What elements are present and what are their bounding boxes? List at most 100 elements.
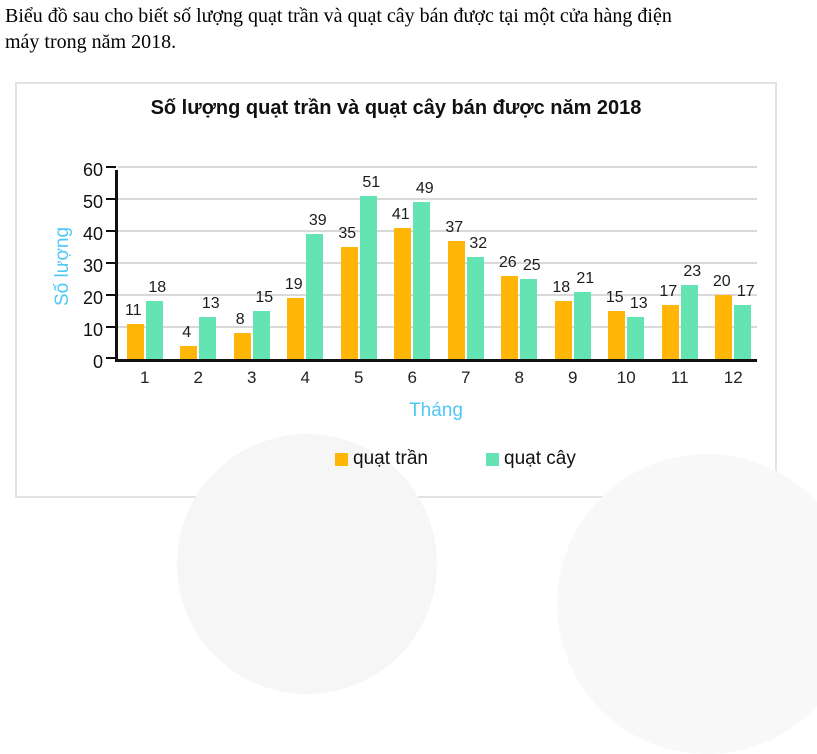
x-axis-tick-label: 8 [514,368,524,387]
x-axis-tick-label: 2 [193,368,203,387]
month-group: 20 17 12 [707,170,761,387]
legend-swatch-quat-cay [486,452,499,466]
month-group: 15 13 10 [600,170,654,387]
x-axis-tick-label: 6 [407,368,417,387]
month-group: 17 23 11 [653,170,707,387]
intro-line-1: Biểu đồ sau cho biết số lượng quạt trần … [5,5,672,27]
y-axis-tick-label: 60 [82,160,103,180]
y-axis-tick-label: 50 [82,192,103,212]
bar-quat-tran [447,240,465,359]
x-axis-tick-label: 4 [300,368,310,387]
gridline [118,294,757,296]
bar-quat-tran [501,275,519,359]
gridline [118,230,757,232]
bar-value-label: 17 [659,282,678,300]
y-axis-tick-label: 20 [82,288,103,308]
month-group: 35 51 5 [332,170,386,387]
bar-value-label: 15 [605,289,624,306]
legend-label-quat-cay: quạt cây [504,448,576,469]
x-axis-tick-label: 1 [140,368,150,387]
bar-value-label: 18 [148,279,167,297]
bar-value-label: 39 [308,212,327,230]
y-axis-tick-label: 30 [82,256,103,276]
month-group: 19 39 4 [279,170,333,387]
month-group: 11 18 1 [118,170,172,387]
bar-value-label: 41 [391,205,410,223]
gridline [118,326,757,328]
bar-quat-tran [233,333,251,359]
x-axis-tick-label: 3 [247,368,257,387]
legend-swatch-quat-tran [335,452,348,466]
bar-quat-cay [573,291,591,359]
y-axis-tick [106,357,116,359]
bar-quat-tran [554,301,572,359]
bar-value-label: 32 [469,234,488,252]
chart-legend: quạt trần quạt cây [335,448,576,470]
y-axis-tick [106,262,116,264]
bar-value-label: 19 [284,276,303,294]
background-watermark [557,454,817,754]
bar-value-label: 17 [736,282,755,300]
month-group: 4 13 2 [172,170,226,387]
month-group: 8 15 3 [225,170,279,387]
bar-value-label: 20 [712,273,731,290]
bar-quat-cay [306,234,324,359]
bar-quat-cay [680,285,698,359]
legend-item-quat-cay: quạt cây [486,448,576,470]
bar-value-label: 13 [201,295,220,313]
y-axis-tick-label: 10 [82,320,103,340]
plot-area: 11 18 1 4 13 2 8 15 3 19 39 4 35 51 5 41 49 6 37 32 7 26 25 8 18… [106,166,757,387]
background-watermark [177,434,437,694]
bar-quat-cay [252,311,270,359]
bar-quat-cay [734,304,752,359]
x-axis-tick-label: 12 [723,368,743,387]
bar-value-label: 18 [552,279,571,297]
month-group: 18 21 9 [546,170,600,387]
legend-label-quat-tran: quạt trần [353,448,428,469]
bar-value-label: 13 [629,295,648,313]
y-axis-tick [106,166,116,168]
y-axis-tick [106,326,116,328]
bar-quat-cay [359,195,377,359]
month-group: 26 25 8 [493,170,547,387]
bar-quat-tran [661,304,679,359]
y-axis-tick-label: 0 [92,352,103,372]
chart-panel: Số lượng quạt trần và quạt cây bán được … [15,82,817,754]
bar-value-label: 15 [255,289,274,306]
bar-quat-cay [466,256,484,359]
gridline [118,166,757,168]
y-axis-tick-label: 40 [82,224,103,244]
bar-quat-cay [520,279,538,359]
gridline [118,262,757,264]
month-group: 37 32 7 [439,170,493,387]
x-axis-title: Tháng [409,400,463,421]
y-axis-tick [106,294,116,296]
chart-title: Số lượng quạt trần và quạt cây bán được … [150,97,642,119]
bar-quat-tran [608,311,626,359]
bar-value-label: 4 [182,324,192,342]
intro-text: Biểu đồ sau cho biết số lượng quạt trần … [5,3,805,55]
bar-quat-tran [180,346,198,359]
bar-quat-cay [199,317,217,359]
gridline [118,198,757,200]
y-axis-tick [106,230,116,232]
legend-item-quat-tran: quạt trần [335,448,428,470]
bar-value-label: 11 [124,301,142,319]
bar-quat-tran [287,298,305,359]
bar-quat-tran [715,295,733,359]
x-axis-tick-label: 9 [568,368,578,387]
intro-line-2: máy trong năm 2018. [5,31,177,53]
bar-value-label: 26 [498,253,517,271]
bar-quat-tran [126,323,144,359]
x-axis-tick-label: 10 [616,368,636,387]
bar-quat-tran [340,247,358,359]
bar-quat-cay [627,317,645,359]
bar-value-label: 35 [338,225,357,242]
x-axis-tick-label: 5 [354,368,364,387]
x-axis-tick-label: 11 [670,368,689,387]
bar-value-label: 51 [362,173,381,191]
bar-quat-tran [394,227,412,359]
y-axis-tick [106,198,116,200]
bar-value-label: 21 [576,269,595,287]
bar-value-label: 25 [522,257,541,274]
